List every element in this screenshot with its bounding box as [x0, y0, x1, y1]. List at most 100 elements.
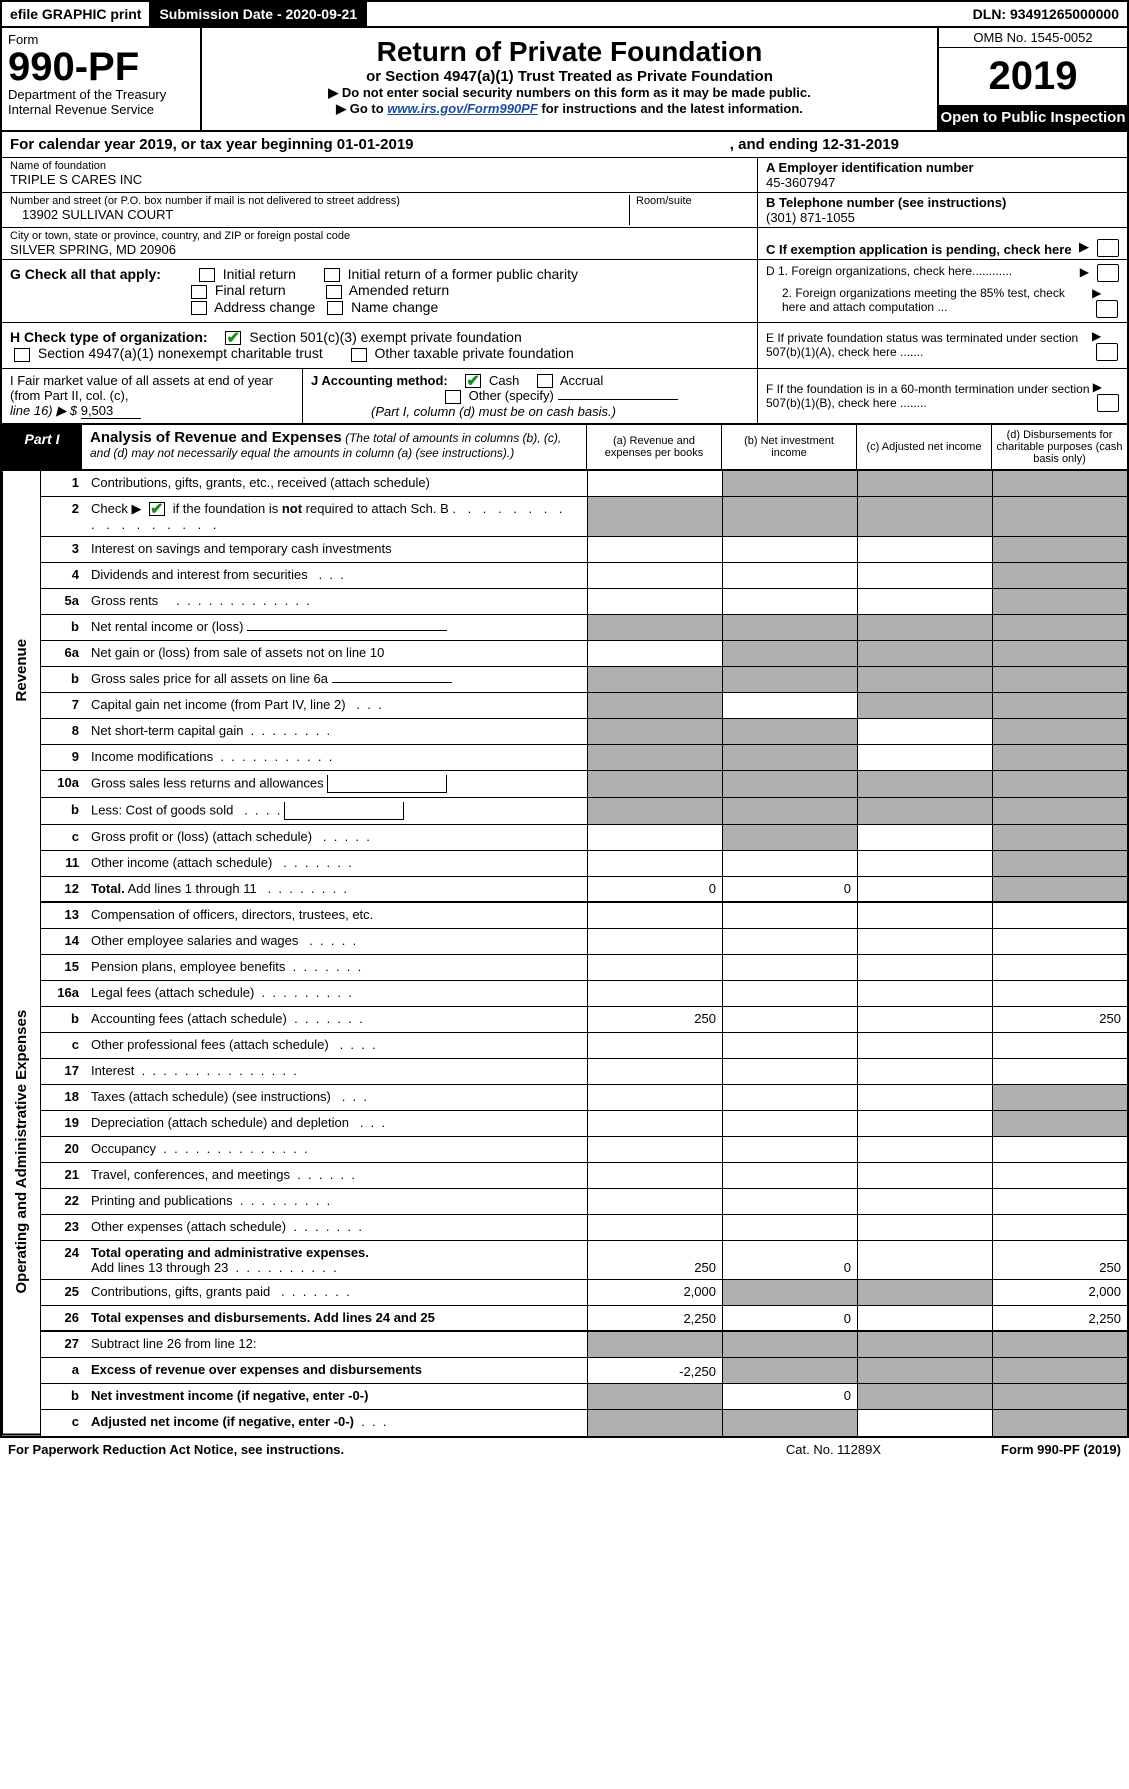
line-13: 13Compensation of officers, directors, t…: [41, 903, 1127, 929]
foundation-name: TRIPLE S CARES INC: [10, 172, 749, 187]
h-501c3-checkbox[interactable]: [225, 331, 241, 345]
d2-checkbox[interactable]: [1096, 300, 1118, 318]
line-11: 11Other income (attach schedule) . . . .…: [41, 851, 1127, 877]
h-4947-checkbox[interactable]: [14, 348, 30, 362]
j-note: (Part I, column (d) must be on cash basi…: [371, 404, 616, 419]
ein-value: 45-3607947: [766, 175, 1119, 190]
footer-form: Form 990-PF (2019): [1001, 1442, 1121, 1457]
city-label: City or town, state or province, country…: [10, 230, 749, 242]
line-20: 20Occupancy . . . . . . . . . . . . . .: [41, 1137, 1127, 1163]
name-change-checkbox[interactable]: [327, 301, 343, 315]
h-other-checkbox[interactable]: [351, 348, 367, 362]
line-2: 2Check ▶ if the foundation is not requir…: [41, 497, 1127, 537]
efile-label: efile GRAPHIC print: [2, 2, 151, 26]
line-12: 12Total. Add lines 1 through 11 . . . . …: [41, 877, 1127, 903]
line-1: 1Contributions, gifts, grants, etc., rec…: [41, 471, 1127, 497]
d2-label: 2. Foreign organizations meeting the 85%…: [766, 286, 1092, 318]
part1-desc: Analysis of Revenue and Expenses (The to…: [82, 425, 587, 469]
line-22: 22Printing and publications . . . . . . …: [41, 1189, 1127, 1215]
j-accrual-checkbox[interactable]: [537, 374, 553, 388]
f-checkbox[interactable]: [1097, 394, 1119, 412]
amended-checkbox[interactable]: [326, 285, 342, 299]
i-label: I Fair market value of all assets at end…: [10, 373, 273, 403]
addr-phone-row: Number and street (or P.O. box number if…: [0, 193, 1129, 228]
line-25: 25Contributions, gifts, grants paid . . …: [41, 1280, 1127, 1306]
line-23: 23Other expenses (attach schedule) . . .…: [41, 1215, 1127, 1241]
j-cash-checkbox[interactable]: [465, 374, 481, 388]
col-a-head: (a) Revenue and expenses per books: [587, 425, 722, 469]
c-checkbox[interactable]: [1097, 239, 1119, 257]
line-16c: cOther professional fees (attach schedul…: [41, 1033, 1127, 1059]
line-3: 3Interest on savings and temporary cash …: [41, 537, 1127, 563]
line-27: 27Subtract line 26 from line 12:: [41, 1332, 1127, 1358]
initial-public-checkbox[interactable]: [324, 268, 340, 282]
line-17: 17Interest . . . . . . . . . . . . . . .: [41, 1059, 1127, 1085]
j-label: J Accounting method:: [311, 373, 448, 388]
form-title: Return of Private Foundation: [210, 36, 929, 68]
ein-label: A Employer identification number: [766, 160, 1119, 175]
line-10b: bLess: Cost of goods sold . . . .: [41, 798, 1127, 825]
header-center: Return of Private Foundation or Section …: [202, 28, 937, 130]
f-label: F If the foundation is in a 60-month ter…: [766, 382, 1093, 410]
final-return-checkbox[interactable]: [191, 285, 207, 299]
sch-b-checkbox[interactable]: [149, 502, 165, 516]
j-other-checkbox[interactable]: [445, 390, 461, 404]
form-number: 990-PF: [8, 47, 194, 87]
note-1: ▶ Do not enter social security numbers o…: [210, 85, 929, 101]
line-7: 7Capital gain net income (from Part IV, …: [41, 693, 1127, 719]
line-9: 9Income modifications . . . . . . . . . …: [41, 745, 1127, 771]
header-left: Form 990-PF Department of the Treasury I…: [2, 28, 202, 130]
line-19: 19Depreciation (attach schedule) and dep…: [41, 1111, 1127, 1137]
city-c-row: City or town, state or province, country…: [0, 228, 1129, 260]
dept-label: Department of the Treasury: [8, 87, 194, 102]
ijf-row: I Fair market value of all assets at end…: [0, 369, 1129, 425]
calendar-row: For calendar year 2019, or tax year begi…: [0, 132, 1129, 158]
line-27a: aExcess of revenue over expenses and dis…: [41, 1358, 1127, 1384]
address: 13902 SULLIVAN COURT: [10, 207, 629, 222]
footer-left: For Paperwork Reduction Act Notice, see …: [8, 1442, 344, 1457]
cal-end: , and ending 12-31-2019: [730, 136, 899, 153]
inspection-label: Open to Public Inspection: [939, 105, 1127, 130]
line-26: 26Total expenses and disbursements. Add …: [41, 1306, 1127, 1332]
part1-label: Part I: [2, 425, 82, 469]
form-header: Form 990-PF Department of the Treasury I…: [0, 28, 1129, 132]
line-27c: cAdjusted net income (if negative, enter…: [41, 1410, 1127, 1436]
line-16b: bAccounting fees (attach schedule) . . .…: [41, 1007, 1127, 1033]
line-24: 24Total operating and administrative exp…: [41, 1241, 1127, 1280]
page-footer: For Paperwork Reduction Act Notice, see …: [0, 1438, 1129, 1461]
initial-return-checkbox[interactable]: [199, 268, 215, 282]
city-value: SILVER SPRING, MD 20906: [10, 242, 749, 257]
line-15: 15Pension plans, employee benefits . . .…: [41, 955, 1127, 981]
part1-table: Revenue Operating and Administrative Exp…: [0, 471, 1129, 1438]
note-2: ▶ Go to www.irs.gov/Form990PF for instru…: [210, 101, 929, 117]
col-b-head: (b) Net investment income: [722, 425, 857, 469]
line-10a: 10aGross sales less returns and allowanc…: [41, 771, 1127, 798]
d1-label: D 1. Foreign organizations, check here..…: [766, 264, 1012, 282]
d1-checkbox[interactable]: [1097, 264, 1119, 282]
line-27b: bNet investment income (if negative, ent…: [41, 1384, 1127, 1410]
irs-link[interactable]: www.irs.gov/Form990PF: [387, 101, 538, 116]
part1-header: Part I Analysis of Revenue and Expenses …: [0, 425, 1129, 471]
line-6b: bGross sales price for all assets on lin…: [41, 667, 1127, 693]
line-4: 4Dividends and interest from securities …: [41, 563, 1127, 589]
address-change-checkbox[interactable]: [191, 301, 207, 315]
line-10c: cGross profit or (loss) (attach schedule…: [41, 825, 1127, 851]
top-bar: efile GRAPHIC print Submission Date - 20…: [0, 0, 1129, 28]
i-value: 9,503: [81, 403, 141, 419]
tax-year: 2019: [939, 48, 1127, 105]
c-label: C If exemption application is pending, c…: [766, 242, 1072, 257]
h-label: H Check type of organization:: [10, 329, 208, 345]
irs-label: Internal Revenue Service: [8, 102, 194, 117]
g-label: G Check all that apply:: [10, 266, 161, 282]
line-5b: bNet rental income or (loss): [41, 615, 1127, 641]
e-checkbox[interactable]: [1096, 343, 1118, 361]
revenue-side-label: Revenue: [2, 471, 40, 869]
room-label: Room/suite: [636, 195, 749, 207]
header-right: OMB No. 1545-0052 2019 Open to Public In…: [937, 28, 1127, 130]
dln: DLN: 93491265000000: [965, 2, 1127, 26]
form-subtitle: or Section 4947(a)(1) Trust Treated as P…: [210, 68, 929, 85]
name-label: Name of foundation: [10, 160, 749, 172]
line-8: 8Net short-term capital gain . . . . . .…: [41, 719, 1127, 745]
phone-value: (301) 871-1055: [766, 210, 1119, 225]
addr-label: Number and street (or P.O. box number if…: [10, 195, 629, 207]
